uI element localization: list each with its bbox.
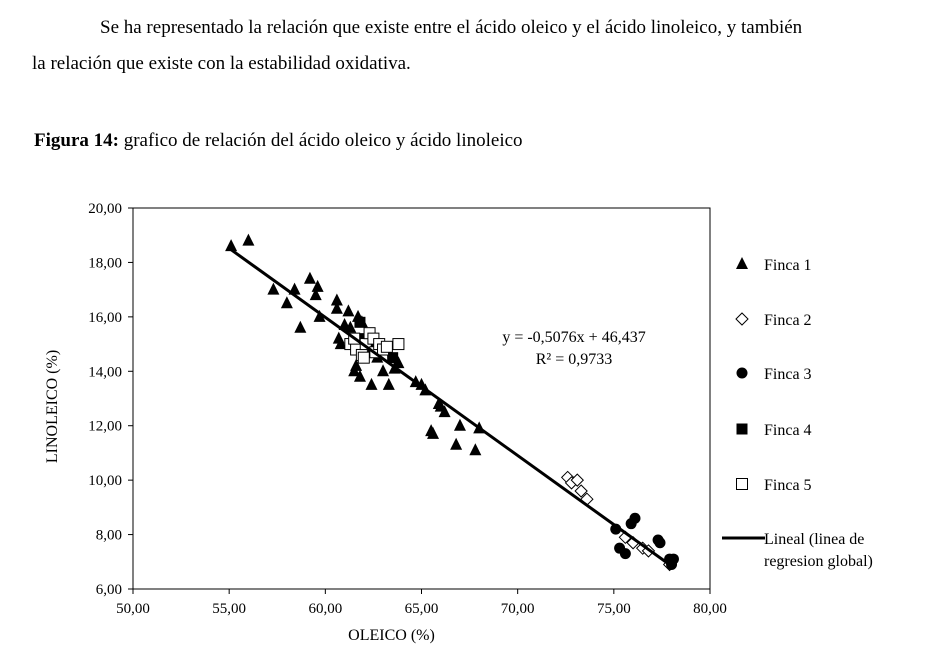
data-point [354, 316, 366, 328]
legend-label-line-1: Lineal (linea de [764, 531, 864, 548]
regression-r2: R² = 0,9733 [536, 351, 613, 368]
x-tick-label: 50,00 [116, 601, 150, 617]
data-point [365, 377, 378, 390]
legend-label: Finca 2 [764, 312, 812, 329]
data-point [334, 337, 347, 350]
y-tick-label: 16,00 [88, 310, 122, 326]
legend-entry-1: Finca 1 [736, 257, 812, 274]
legend-marker [735, 312, 749, 326]
data-point [330, 293, 343, 306]
data-point [392, 356, 405, 369]
data-point [353, 369, 366, 382]
x-axis-label: OLEICO (%) [348, 627, 435, 644]
legend-label-line-2: regresion global) [764, 553, 873, 570]
data-point [382, 377, 395, 390]
legend-entry-4: Finca 4 [736, 422, 812, 439]
data-point [654, 537, 666, 549]
x-tick-label: 70,00 [501, 601, 535, 617]
data-point [427, 426, 440, 439]
y-tick-label: 14,00 [88, 364, 122, 380]
y-tick-label: 10,00 [88, 473, 122, 489]
data-point [225, 239, 238, 252]
x-tick-label: 55,00 [212, 601, 246, 617]
paragraph-line-1: Se ha representado la relación que exist… [100, 17, 803, 38]
y-tick-label: 6,00 [96, 582, 122, 598]
data-point [357, 351, 370, 364]
x-tick-label: 75,00 [597, 601, 631, 617]
figure-caption: Figura 14: grafico de relación del ácido… [34, 130, 523, 152]
data-point [242, 233, 255, 246]
y-tick-label: 20,00 [88, 201, 122, 217]
data-point [294, 320, 307, 333]
y-tick-label: 8,00 [96, 528, 122, 544]
legend: Finca 1 Finca 2 Finca 3 Finca 4 Finca 5 Linea… [722, 257, 873, 570]
data-point [267, 282, 280, 295]
data-point [350, 358, 363, 371]
data-point [303, 271, 316, 284]
data-point [450, 437, 463, 450]
data-point [380, 340, 393, 353]
figure-title: grafico de relación del ácido oleico y á… [123, 130, 523, 151]
series-3 [610, 512, 679, 571]
legend-label: Finca 4 [764, 422, 812, 439]
data-point [438, 405, 451, 418]
data-point [469, 443, 482, 456]
data-point [344, 320, 357, 333]
legend-entry-regression: Lineal (linea de regresion global) [722, 531, 873, 570]
data-point [342, 304, 355, 317]
legend-marker [736, 257, 748, 269]
x-tick-label: 60,00 [308, 601, 342, 617]
data-point [574, 484, 588, 498]
data-point [313, 309, 326, 322]
intro-paragraph: Se ha representado la relación que exist… [32, 10, 927, 82]
figure-label: Figura 14: [34, 130, 119, 151]
data-point [619, 548, 631, 560]
y-axis-label: LINOLEICO (%) [44, 350, 61, 463]
data-point [280, 296, 293, 309]
data-marks [225, 233, 679, 572]
legend-label: Finca 3 [764, 366, 812, 383]
x-tick-label: 65,00 [405, 601, 439, 617]
legend-entry-2: Finca 2 [735, 312, 812, 329]
regression-equation: y = -0,5076x + 46,437 [502, 329, 645, 346]
data-point [453, 418, 466, 431]
legend-marker [736, 423, 748, 435]
y-tick-label: 18,00 [88, 255, 122, 271]
legend-label: Finca 5 [764, 477, 812, 494]
data-point [309, 288, 322, 301]
x-tick-label: 80,00 [693, 601, 727, 617]
data-point [377, 364, 390, 377]
data-point [392, 338, 405, 351]
data-point [311, 279, 324, 292]
data-point [570, 473, 584, 487]
legend-marker [736, 367, 748, 379]
y-tick-label: 12,00 [88, 419, 122, 435]
data-point [330, 301, 343, 314]
plot-area: 50,00 55,00 60,00 65,00 70,00 75,00 80,00 6,00 8… [44, 201, 727, 644]
data-point [387, 352, 399, 364]
data-point [629, 512, 641, 524]
legend-label: Finca 1 [764, 257, 812, 274]
regression-line [228, 247, 673, 568]
legend-entry-5: Finca 5 [736, 477, 812, 494]
legend-entry-3: Finca 3 [736, 366, 812, 383]
paragraph-line-2: la relación que existe con la estabilida… [32, 53, 411, 74]
legend-marker [736, 478, 748, 490]
